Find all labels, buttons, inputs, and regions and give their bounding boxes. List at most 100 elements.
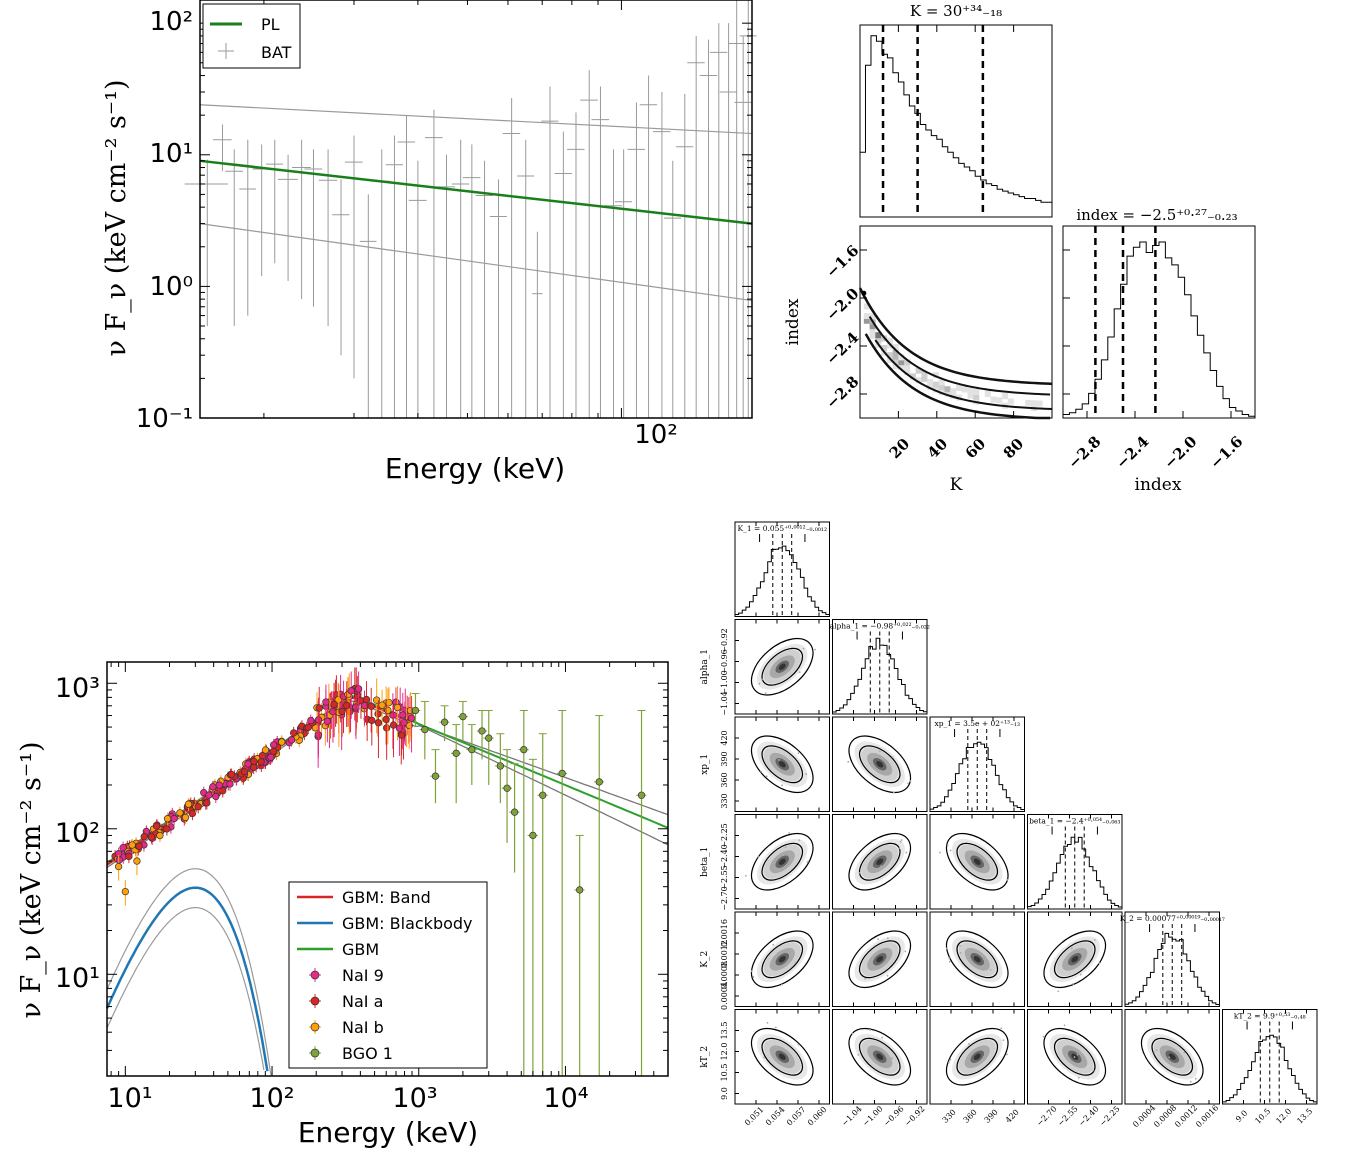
nai-data-point xyxy=(227,768,236,782)
corner6-panel-frame xyxy=(929,911,1025,1007)
gbm-xtick-100: 10² xyxy=(249,1083,294,1114)
corner-2d-contour-inner-bottom xyxy=(874,339,1053,411)
corner6-xtick-alpha_1: −1.04 xyxy=(840,1104,864,1128)
nai-data-point xyxy=(330,682,338,738)
corner-2d-density-cell xyxy=(973,393,980,400)
nai-data-point xyxy=(163,822,171,836)
bat-data-point xyxy=(225,149,243,327)
pl-model-line xyxy=(199,159,753,225)
corner6-ytick-kT_2: 13.5 xyxy=(720,1022,729,1040)
corner-2d-density-cell xyxy=(869,327,876,334)
six-parameter-corner-plot: K_1 = 0.055⁺⁰·⁰⁰¹²₋₀.₀₀₁₂ alpha_1 = −0.98… xyxy=(700,521,1318,1129)
corner-index-ytick-2.0: −2.0 xyxy=(822,284,862,324)
corner6-title-K_2: K_2 = 0.00077⁺⁰·⁰⁰⁰¹⁹₋₀.₀₀₀₁₇ xyxy=(1120,914,1225,923)
corner6-ytick-kT_2: 9.0 xyxy=(720,1087,729,1100)
corner6-ytick-K_2: 0.0012 xyxy=(720,940,729,968)
nai-data-point xyxy=(269,745,277,759)
corner-2d-density-cell xyxy=(915,377,922,384)
bat-spectrum-chart: 10² 10⁻¹ 10⁰ 10¹ 10² Energy (keV) ν F_ν … xyxy=(101,0,757,485)
corner-k-tick-80: 80 xyxy=(1000,435,1027,462)
bat-data-point xyxy=(344,135,363,379)
bgo-data-point xyxy=(501,749,512,843)
corner6-density xyxy=(945,1027,1009,1086)
blackbody-lower-band xyxy=(106,907,265,1071)
pl-upper-band xyxy=(199,104,753,135)
corner6-xtick-K_2: 0.0016 xyxy=(1194,1103,1220,1129)
gbm-xtick-10000: 10⁴ xyxy=(543,1083,588,1114)
bgo-data-point xyxy=(439,705,450,742)
corner6-title-xp_1: xp_1 = 3.5e + 02⁺¹³₋₁₃ xyxy=(934,719,1020,728)
bat-data-point xyxy=(239,139,256,316)
corner6-density xyxy=(1140,1027,1204,1086)
corner-hist-index xyxy=(1062,241,1256,418)
corner-index-ytick-2.8: −2.8 xyxy=(822,372,862,412)
corner6-panel-frame xyxy=(1027,814,1123,910)
corner6-xtick-alpha_1: −0.96 xyxy=(882,1104,906,1128)
corner6-panel-frame xyxy=(929,814,1025,910)
gbm-xtick-1000: 10³ xyxy=(392,1083,437,1114)
bat-data-point xyxy=(489,179,507,418)
corner-2d-density-cell xyxy=(967,392,974,399)
corner6-title-beta_1: beta_1 = −2.4⁺⁰·⁰⁵⁴₋₀.₀₆₃ xyxy=(1029,817,1120,826)
bat-ytick-0.1: 10⁻¹ xyxy=(136,404,193,434)
pl-lower-band xyxy=(199,223,753,302)
nai-data-point xyxy=(135,840,143,853)
nai-data-point xyxy=(267,751,275,764)
bat-data-point xyxy=(462,144,481,418)
corner-2d-density-cell xyxy=(869,332,876,339)
bat-ytick-100: 10² xyxy=(149,7,193,37)
gbm-legend-gbm: GBM xyxy=(342,940,379,959)
blackbody-model xyxy=(105,886,269,1072)
corner6-ytick-K_2: 0.0004 xyxy=(720,982,729,1010)
gbm-legend-swatch xyxy=(309,1020,321,1034)
nai-data-point xyxy=(194,800,202,814)
nai-data-point xyxy=(342,689,351,728)
corner6-panel-frame xyxy=(734,1009,830,1105)
corner6-panel-frame xyxy=(734,814,830,910)
nai-data-point xyxy=(399,692,407,750)
bat-y-axis-label: ν F_ν (keV cm⁻² s⁻¹) xyxy=(101,79,132,356)
gbm-legend: GBM: Band GBM: Blackbody GBM NaI 9 NaI a… xyxy=(288,881,488,1069)
corner-2d-contour-outer-top xyxy=(858,287,1053,386)
corner-k-tick-20: 20 xyxy=(886,435,913,462)
corner-2d-density-cell xyxy=(1002,393,1009,400)
corner6-xtick-beta_1: −2.25 xyxy=(1098,1104,1122,1128)
corner-2d-density-cell xyxy=(990,396,997,403)
corner6-title-K_1: K_1 = 0.055⁺⁰·⁰⁰¹²₋₀.₀₀₁₂ xyxy=(738,524,827,533)
nai-data-point xyxy=(140,830,148,844)
gbm-legend-nai9: NaI 9 xyxy=(342,966,384,985)
corner-hist-k-frame xyxy=(859,24,1053,218)
bat-x-axis-label: Energy (keV) xyxy=(385,452,565,485)
corner-2d-density-cell xyxy=(938,388,945,395)
corner-2d-contour-inner-top xyxy=(868,316,1051,396)
k-index-corner-plot: K = 30⁺³⁴₋₁₈ index = −2.5⁺⁰·²⁷₋₀.₂₃ 20 4… xyxy=(783,2,1256,495)
corner-2d-density-cell xyxy=(996,397,1003,404)
corner6-xtick-xp_1: 390 xyxy=(983,1108,1000,1125)
gbm-x-axis-label: Energy (keV) xyxy=(298,1116,478,1149)
nai-data-point xyxy=(304,721,312,735)
bat-xtick-100: 10² xyxy=(634,420,678,450)
corner-k-axis-label: K xyxy=(950,475,963,495)
blackbody-upper-band xyxy=(106,868,272,1075)
corner-2d-density-cell xyxy=(1025,399,1032,406)
corner-2d-outlier xyxy=(861,290,867,296)
corner6-ytick-K_2: 0.0008 xyxy=(720,961,729,989)
nai-data-point xyxy=(209,780,217,794)
bgo-data-point xyxy=(410,693,421,728)
corner-2d-density-cell xyxy=(869,313,876,320)
corner6-panel-frame xyxy=(929,716,1025,812)
gbm-plot-frame xyxy=(106,661,669,1077)
bat-legend: PL BAT xyxy=(202,3,301,69)
corner6-panel-frame xyxy=(734,716,830,812)
corner-2d-density-cell xyxy=(1007,398,1014,405)
nai-data-point xyxy=(362,681,371,726)
nai-data-point xyxy=(119,841,127,855)
corner6-xtick-K_1: 0.057 xyxy=(785,1105,808,1128)
bat-data-point xyxy=(591,86,610,418)
nai-data-point xyxy=(389,703,398,758)
corner-2d-density-cell xyxy=(863,317,870,324)
bgo-data-point xyxy=(419,700,430,760)
bat-data-point xyxy=(699,39,718,418)
corner6-xtick-xp_1: 330 xyxy=(941,1108,958,1125)
corner-2d-density-cell xyxy=(938,384,945,391)
